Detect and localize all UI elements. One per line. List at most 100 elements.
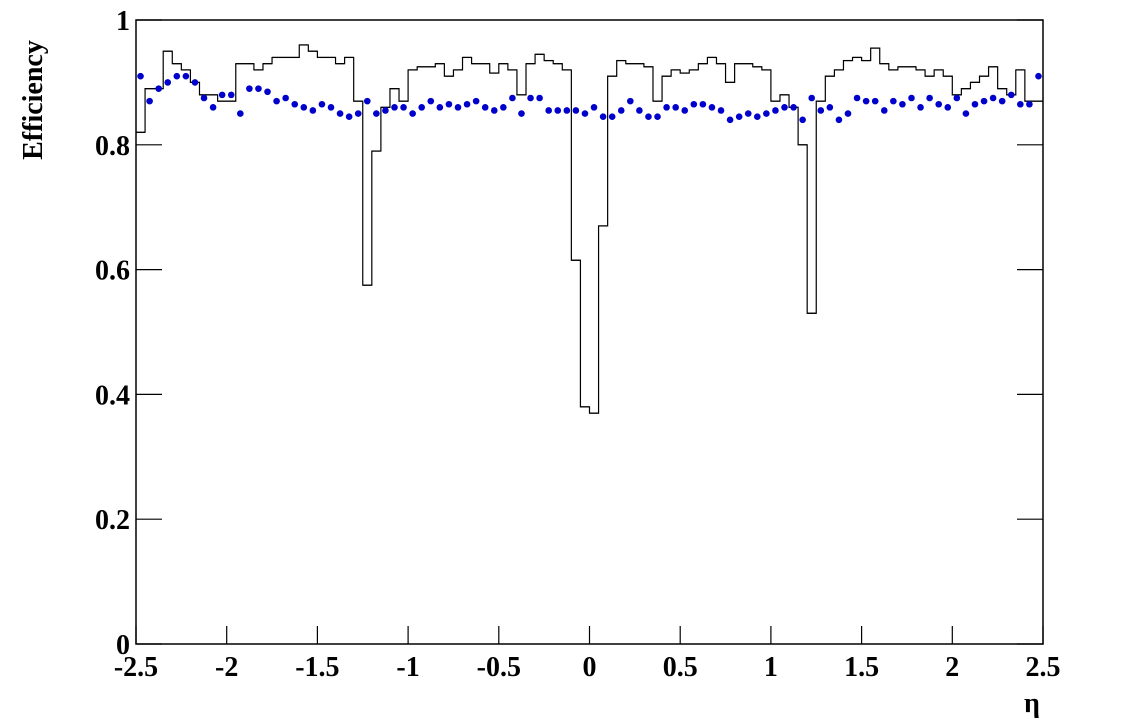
x-tick-label: -2	[215, 652, 238, 683]
data-point	[590, 104, 598, 111]
data-point	[400, 104, 407, 111]
data-point	[490, 107, 498, 114]
data-point	[772, 107, 779, 114]
data-point	[998, 97, 1006, 105]
data-point	[563, 107, 571, 114]
y-tick-label: 0.2	[95, 505, 130, 536]
data-point	[962, 110, 970, 117]
data-point	[409, 110, 416, 117]
data-point	[518, 110, 525, 117]
data-point	[581, 110, 589, 117]
data-point	[282, 94, 289, 102]
data-point	[663, 104, 670, 111]
x-tick-label: 2	[945, 652, 959, 683]
data-point	[345, 113, 353, 121]
data-point	[862, 97, 870, 105]
data-point	[454, 104, 462, 111]
data-point	[246, 85, 253, 92]
data-point	[200, 94, 208, 102]
data-point	[917, 104, 924, 111]
data-point	[672, 104, 679, 111]
data-point	[218, 91, 226, 99]
data-point	[953, 94, 961, 102]
data-point	[717, 107, 725, 114]
data-point	[781, 104, 788, 111]
data-point	[980, 97, 988, 105]
data-point	[536, 94, 543, 102]
x-tick-label: -1	[396, 652, 419, 683]
data-point	[509, 94, 516, 102]
data-point	[427, 97, 435, 105]
y-tick-label: 0.4	[95, 380, 130, 411]
data-point	[572, 107, 580, 114]
data-point	[327, 104, 335, 111]
data-point	[971, 100, 979, 108]
data-point	[264, 88, 271, 96]
data-point	[926, 94, 933, 102]
y-tick-label: 0.6	[95, 256, 130, 287]
data-point	[708, 104, 716, 111]
data-point	[699, 100, 707, 108]
x-tick-label: -1.5	[295, 652, 339, 683]
data-point	[654, 113, 661, 121]
data-point	[472, 97, 480, 105]
data-point	[608, 113, 616, 121]
x-tick-label: -0.5	[477, 652, 521, 683]
frame	[135, 19, 1044, 645]
x-tick-label: 1	[764, 652, 778, 683]
data-point	[617, 107, 625, 114]
data-point	[273, 97, 280, 105]
data-point	[255, 85, 262, 92]
data-point	[989, 94, 997, 102]
data-point	[463, 100, 471, 108]
data-point	[436, 104, 444, 111]
data-point	[735, 113, 743, 121]
y-tick-label: 0.8	[95, 131, 130, 162]
data-point	[1035, 72, 1042, 80]
data-point	[880, 107, 888, 114]
data-point	[935, 100, 942, 108]
data-point	[681, 107, 689, 114]
data-point	[1026, 100, 1033, 108]
data-point	[817, 107, 825, 114]
y-tick-label: 0	[116, 630, 130, 661]
data-point	[744, 110, 752, 117]
data-point	[627, 97, 634, 105]
data-point	[763, 110, 770, 117]
data-point	[826, 104, 834, 111]
data-point	[336, 110, 344, 117]
data-point	[599, 113, 607, 121]
data-point	[645, 113, 652, 121]
data-point	[445, 100, 453, 108]
y-axis-label: Efficiency	[18, 40, 49, 160]
data-point	[418, 104, 426, 111]
data-point	[500, 104, 507, 111]
x-tick-label: 0.5	[663, 652, 698, 683]
data-point	[871, 97, 879, 105]
data-point	[908, 94, 915, 102]
data-point	[1007, 91, 1015, 99]
data-point	[137, 72, 144, 80]
x-axis-label: η	[1024, 688, 1040, 719]
data-point	[354, 110, 362, 117]
data-point	[309, 107, 317, 114]
data-point	[191, 79, 199, 86]
data-point	[890, 97, 897, 105]
data-point	[545, 107, 552, 114]
data-point	[853, 94, 861, 102]
x-tick-label: 1.5	[844, 652, 879, 683]
x-tick-label: 0	[583, 652, 597, 683]
data-point	[1017, 100, 1024, 108]
data-point	[790, 104, 797, 111]
data-point	[636, 107, 643, 114]
data-point	[363, 97, 371, 105]
data-point	[209, 104, 217, 111]
data-point	[291, 100, 299, 108]
data-point	[155, 85, 162, 92]
data-point	[146, 97, 153, 105]
data-point	[753, 113, 761, 121]
data-point	[182, 72, 190, 80]
step-outline	[136, 44, 1043, 414]
data-point	[318, 100, 326, 108]
